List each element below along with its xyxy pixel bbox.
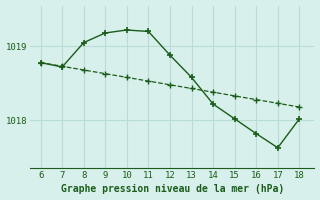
X-axis label: Graphe pression niveau de la mer (hPa): Graphe pression niveau de la mer (hPa)	[60, 184, 284, 194]
